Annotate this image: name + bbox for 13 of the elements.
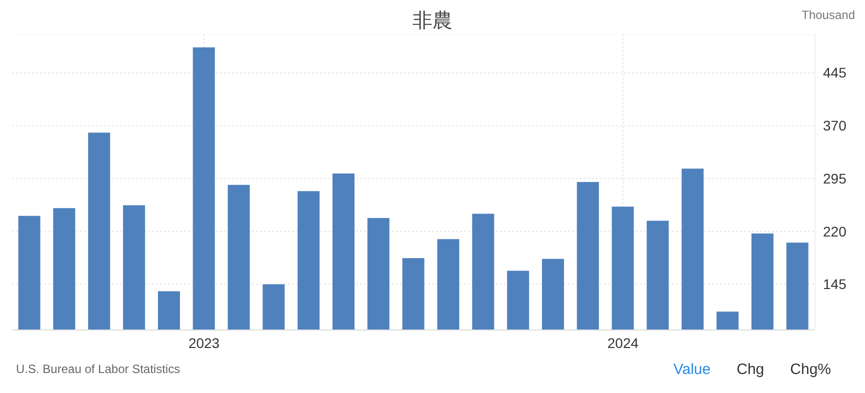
x-tick-label: 2024 xyxy=(607,334,639,351)
y-axis-title: Thousand xyxy=(802,8,855,22)
text: Chg% xyxy=(790,360,831,378)
y-tick-label: 445 xyxy=(823,64,847,81)
y-tick-label: 295 xyxy=(823,170,847,186)
x-tick-label: 2023 xyxy=(188,334,220,351)
y-tick-label: 370 xyxy=(823,118,847,134)
y-tick-label: 220 xyxy=(823,223,847,240)
text: Value xyxy=(673,360,711,378)
chart-title: 非農 xyxy=(412,10,452,32)
y-tick-label: 145 xyxy=(823,276,847,292)
text: Chg xyxy=(736,360,764,378)
text: U.S. Bureau of Labor Statistics xyxy=(16,362,180,376)
